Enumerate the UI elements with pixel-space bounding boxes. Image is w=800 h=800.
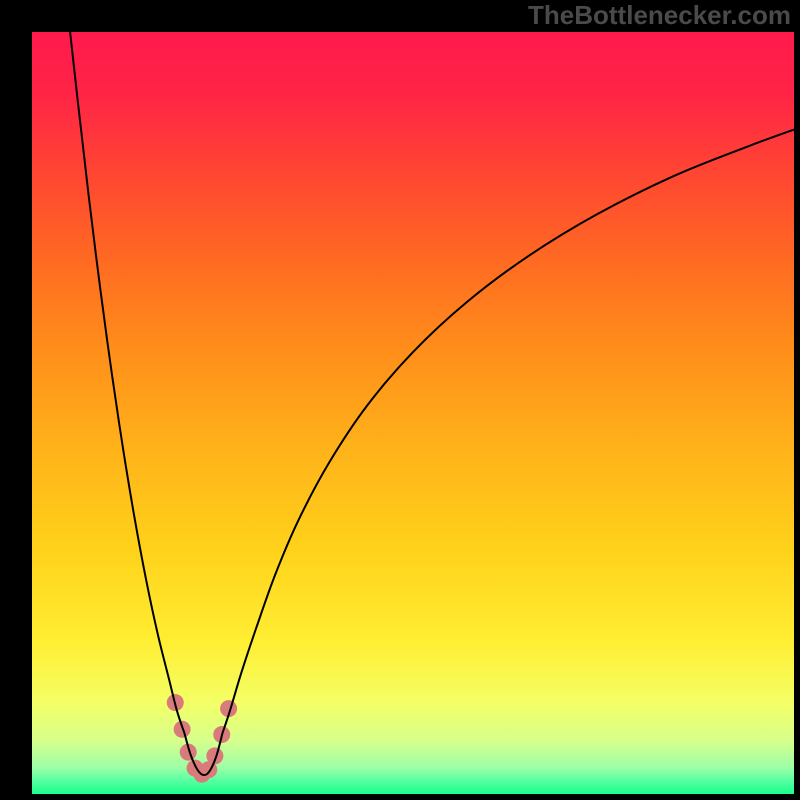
frame-border-right — [794, 0, 800, 800]
frame-border-bottom — [0, 794, 800, 800]
bottleneck-curve-right — [223, 130, 795, 734]
frame-border-left — [0, 0, 32, 800]
plot-area — [32, 32, 794, 794]
chart-frame: TheBottlenecker.com — [0, 0, 800, 800]
watermark-text: TheBottlenecker.com — [528, 0, 791, 31]
bottleneck-curve-left — [70, 32, 184, 733]
markers-group — [167, 694, 237, 783]
curve-layer — [32, 32, 794, 794]
